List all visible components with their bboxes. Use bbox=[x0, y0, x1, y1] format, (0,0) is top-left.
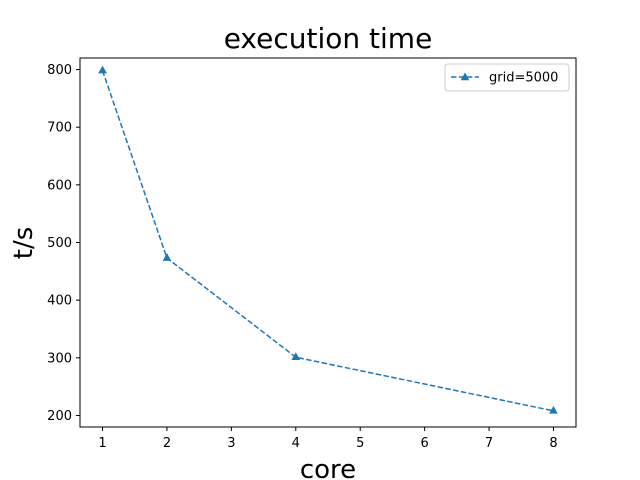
y-tick-label: 600 bbox=[47, 178, 72, 193]
legend-box bbox=[444, 63, 570, 92]
data-point-marker bbox=[549, 405, 558, 414]
plot-frame bbox=[79, 57, 577, 428]
y-tick-label: 400 bbox=[47, 294, 72, 309]
y-tick-label: 800 bbox=[47, 63, 72, 78]
chart-title: execution time bbox=[224, 22, 433, 55]
legend-marker-sample bbox=[460, 72, 470, 81]
x-tick-label: 2 bbox=[163, 436, 171, 451]
data-point-marker bbox=[162, 253, 172, 261]
x-tick-label: 1 bbox=[98, 436, 106, 451]
y-tick-label: 700 bbox=[47, 121, 72, 136]
series-line bbox=[101, 70, 554, 412]
data-point-marker bbox=[98, 65, 107, 74]
x-axis-ticks: 1 2 3 4 5 6 7 8 bbox=[98, 427, 558, 451]
y-tick-label: 300 bbox=[47, 351, 72, 366]
x-tick-label: 5 bbox=[356, 436, 364, 451]
series-layer bbox=[98, 65, 558, 414]
legend-label: grid=5000 bbox=[489, 71, 558, 86]
y-tick-label: 500 bbox=[47, 236, 72, 251]
x-tick-label: 4 bbox=[292, 436, 300, 451]
x-tick-label: 3 bbox=[227, 436, 235, 451]
x-tick-label: 8 bbox=[549, 436, 557, 451]
y-tick-label: 200 bbox=[47, 409, 72, 424]
y-axis-ticks: 200 300 400 500 600 700 800 bbox=[47, 63, 80, 424]
legend: grid=5000 bbox=[444, 63, 570, 92]
x-tick-label: 6 bbox=[420, 436, 428, 451]
x-tick-label: 7 bbox=[485, 436, 493, 451]
data-point-marker bbox=[291, 352, 301, 360]
x-axis-label: core bbox=[300, 455, 356, 480]
y-axis-label: t/s bbox=[9, 227, 39, 260]
